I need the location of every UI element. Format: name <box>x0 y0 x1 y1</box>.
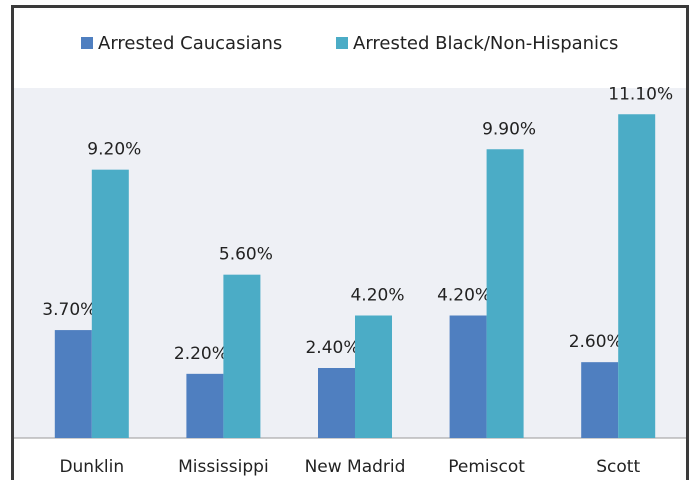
x-tick-label: Pemiscot <box>448 457 525 477</box>
bar <box>486 149 524 438</box>
data-label: 2.40% <box>305 338 359 358</box>
data-label: 4.20% <box>350 286 404 306</box>
bar <box>91 169 129 438</box>
frame <box>11 5 689 480</box>
data-label: 3.70% <box>42 300 96 320</box>
legend-swatch <box>81 37 93 49</box>
data-label: 11.10% <box>608 84 673 104</box>
legend-label: Arrested Caucasians <box>98 33 282 54</box>
bar <box>355 315 392 438</box>
bar <box>186 373 224 438</box>
data-label: 5.60% <box>219 245 273 265</box>
data-label: 2.60% <box>569 332 623 352</box>
bar <box>618 114 656 438</box>
bar <box>54 330 92 438</box>
data-label: 9.90% <box>482 119 536 139</box>
legend-swatch <box>336 37 348 49</box>
data-label: 2.20% <box>174 344 228 364</box>
bar <box>581 362 619 438</box>
x-tick-label: New Madrid <box>305 457 406 477</box>
x-tick-label: Scott <box>596 457 640 477</box>
legend-label: Arrested Black/Non-Hispanics <box>353 33 618 54</box>
data-label: 9.20% <box>87 140 141 160</box>
bar <box>223 274 261 438</box>
bar <box>449 315 487 438</box>
bar <box>318 368 355 438</box>
x-tick-label: Dunklin <box>59 457 124 477</box>
data-label: 4.20% <box>437 286 491 306</box>
x-tick-label: Mississippi <box>178 457 269 477</box>
